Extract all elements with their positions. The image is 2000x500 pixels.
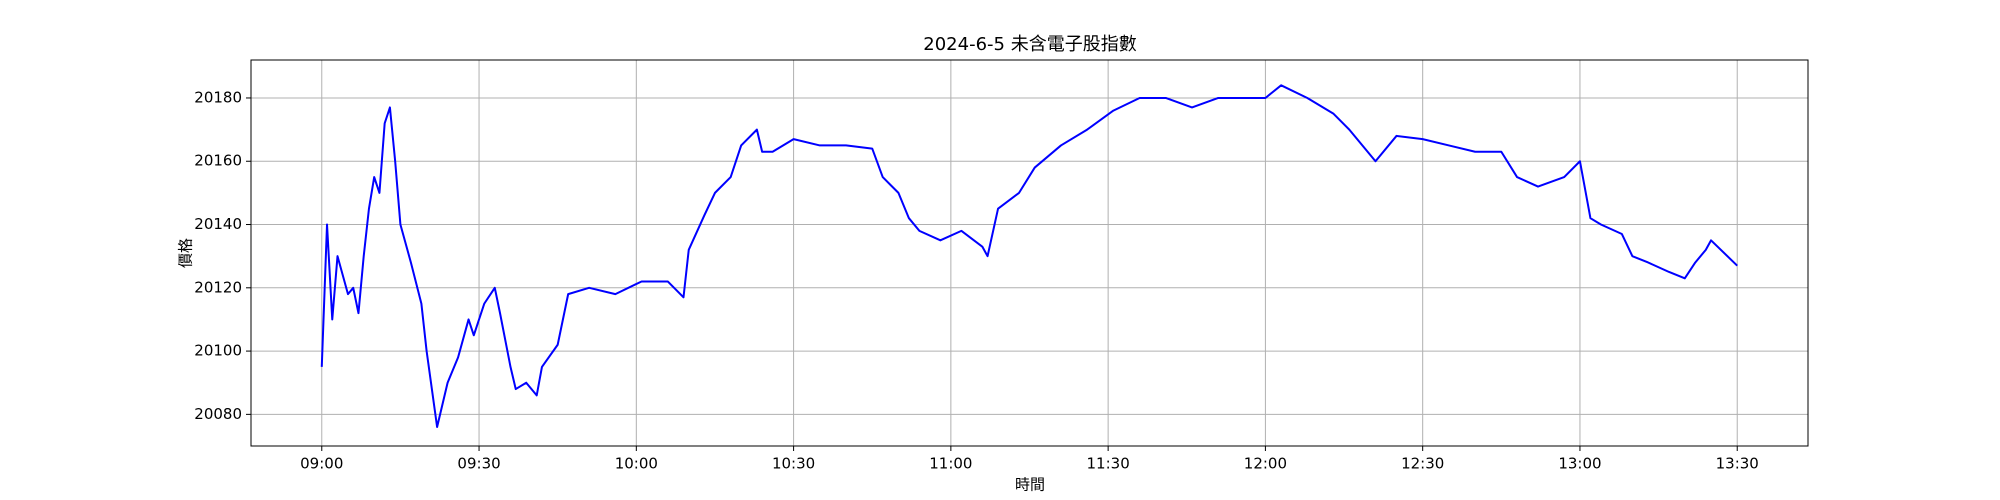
y-tick-label: 20120 (194, 278, 242, 296)
x-tick-label: 09:00 (300, 455, 343, 473)
x-tick-label: 13:30 (1716, 455, 1759, 473)
price-line (320, 84, 1738, 429)
x-axis-label: 時間 (1015, 476, 1045, 494)
x-tick-label: 13:00 (1558, 455, 1601, 473)
x-tick-label: 12:00 (1244, 455, 1287, 473)
y-tick-label: 20140 (194, 215, 242, 233)
y-tick-label: 20180 (194, 88, 242, 106)
x-tick-label: 11:00 (929, 455, 972, 473)
y-tick-label: 20160 (194, 152, 242, 170)
y-tick-label: 20080 (194, 405, 242, 423)
x-tick-label: 09:30 (457, 455, 500, 473)
plot-frame (250, 59, 1809, 447)
x-tick-label: 10:00 (615, 455, 658, 473)
x-tick-label: 12:30 (1401, 455, 1444, 473)
chart-title: 2024-6-5 未含電子股指數 (923, 34, 1136, 55)
x-tick-label: 11:30 (1087, 455, 1130, 473)
x-tick-label: 10:30 (772, 455, 815, 473)
y-tick-label: 20100 (194, 342, 242, 360)
y-axis-label: 價格 (177, 238, 195, 268)
